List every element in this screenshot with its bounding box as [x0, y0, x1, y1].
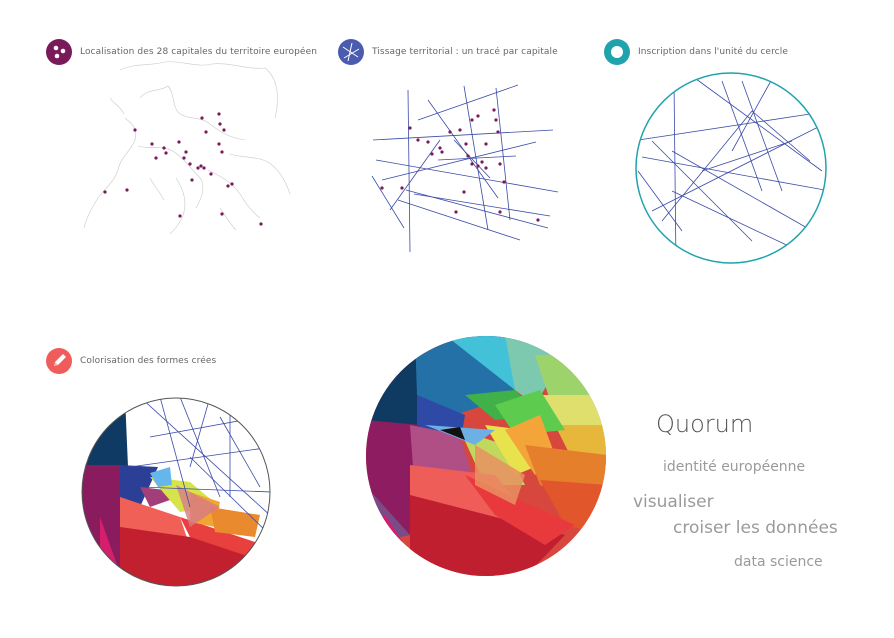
brand-line-1: identité européenne — [663, 459, 806, 475]
step-2-label: Tissage territorial : un tracé par capit… — [372, 47, 558, 57]
step-1-label: Localisation des 28 capitales du territo… — [80, 47, 318, 57]
step-1-header: Localisation des 28 capitales du territo… — [46, 39, 317, 65]
brand-line-4: data science — [734, 554, 823, 570]
brand-title: Quorum — [656, 410, 754, 438]
circle-inscription — [635, 72, 827, 264]
lines-icon — [338, 39, 364, 65]
europe-map — [83, 61, 291, 235]
ring-icon — [604, 39, 630, 65]
step-3-label: Inscription dans l'unité du cercle — [638, 47, 788, 57]
pencil-icon — [46, 348, 72, 374]
dots-icon — [46, 39, 72, 65]
brand-line-3: croiser les données — [673, 518, 838, 538]
step-2-header: Tissage territorial : un tracé par capit… — [338, 39, 558, 65]
territorial-weave — [371, 84, 559, 253]
step-4-label: Colorisation des formes crées — [80, 356, 217, 366]
capital-dots — [103, 112, 263, 226]
colorised-full — [366, 336, 606, 576]
step-4-header: Colorisation des formes crées — [46, 348, 216, 374]
step-3-header: Inscription dans l'unité du cercle — [604, 39, 788, 65]
capital-dots — [380, 108, 540, 222]
colorised-partial — [81, 397, 271, 587]
brand-line-2: visualiser — [633, 492, 714, 512]
